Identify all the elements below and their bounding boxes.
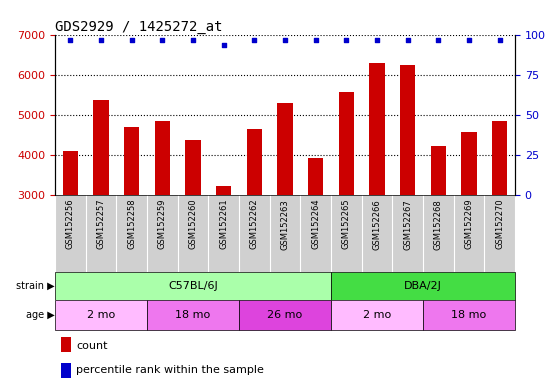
Bar xyxy=(246,129,262,195)
Bar xyxy=(331,300,423,330)
Bar xyxy=(461,132,477,195)
Point xyxy=(281,37,290,43)
Text: age ▶: age ▶ xyxy=(26,310,54,320)
Text: 18 mo: 18 mo xyxy=(175,310,211,320)
Point xyxy=(66,37,75,43)
Point xyxy=(465,37,474,43)
Text: count: count xyxy=(76,341,108,351)
Text: 26 mo: 26 mo xyxy=(267,310,302,320)
Point xyxy=(311,37,320,43)
Bar xyxy=(55,300,147,330)
Bar xyxy=(239,300,331,330)
Text: 2 mo: 2 mo xyxy=(87,310,115,320)
Text: 2 mo: 2 mo xyxy=(363,310,391,320)
Text: GSM152266: GSM152266 xyxy=(372,199,381,250)
Text: GSM152260: GSM152260 xyxy=(189,199,198,250)
Point xyxy=(372,37,381,43)
Text: GSM152263: GSM152263 xyxy=(281,199,290,250)
Bar xyxy=(94,100,109,195)
Text: GSM152257: GSM152257 xyxy=(96,199,105,250)
Point xyxy=(96,37,105,43)
Point xyxy=(127,37,136,43)
Bar xyxy=(370,63,385,195)
Bar xyxy=(492,121,507,195)
Bar xyxy=(63,151,78,195)
Point xyxy=(434,37,443,43)
Bar xyxy=(431,146,446,195)
Bar xyxy=(216,186,231,195)
Bar xyxy=(400,65,416,195)
Text: GSM152259: GSM152259 xyxy=(158,199,167,249)
Text: GSM152256: GSM152256 xyxy=(66,199,75,250)
Bar xyxy=(423,300,515,330)
Point xyxy=(158,37,167,43)
Text: GSM152269: GSM152269 xyxy=(464,199,474,250)
Bar xyxy=(331,272,515,300)
Text: GSM152258: GSM152258 xyxy=(127,199,136,250)
Point xyxy=(495,37,504,43)
Bar xyxy=(147,300,239,330)
Bar xyxy=(60,337,71,353)
Bar xyxy=(124,127,139,195)
Point xyxy=(342,37,351,43)
Text: GSM152262: GSM152262 xyxy=(250,199,259,250)
Text: 18 mo: 18 mo xyxy=(451,310,487,320)
Text: GSM152264: GSM152264 xyxy=(311,199,320,250)
Point xyxy=(189,37,198,43)
Point xyxy=(250,37,259,43)
Text: GSM152261: GSM152261 xyxy=(219,199,228,250)
Bar xyxy=(55,272,331,300)
Text: strain ▶: strain ▶ xyxy=(16,281,54,291)
Bar xyxy=(60,362,71,378)
Text: percentile rank within the sample: percentile rank within the sample xyxy=(76,365,264,375)
Text: C57BL/6J: C57BL/6J xyxy=(168,281,218,291)
Text: GSM152267: GSM152267 xyxy=(403,199,412,250)
Bar xyxy=(277,103,293,195)
Text: GSM152265: GSM152265 xyxy=(342,199,351,250)
Bar xyxy=(339,92,354,195)
Bar xyxy=(155,121,170,195)
Bar xyxy=(185,140,200,195)
Text: GSM152270: GSM152270 xyxy=(495,199,504,250)
Text: GDS2929 / 1425272_at: GDS2929 / 1425272_at xyxy=(55,20,222,34)
Point xyxy=(219,41,228,48)
Bar xyxy=(308,158,323,195)
Text: GSM152268: GSM152268 xyxy=(434,199,443,250)
Point xyxy=(403,37,412,43)
Text: DBA/2J: DBA/2J xyxy=(404,281,442,291)
